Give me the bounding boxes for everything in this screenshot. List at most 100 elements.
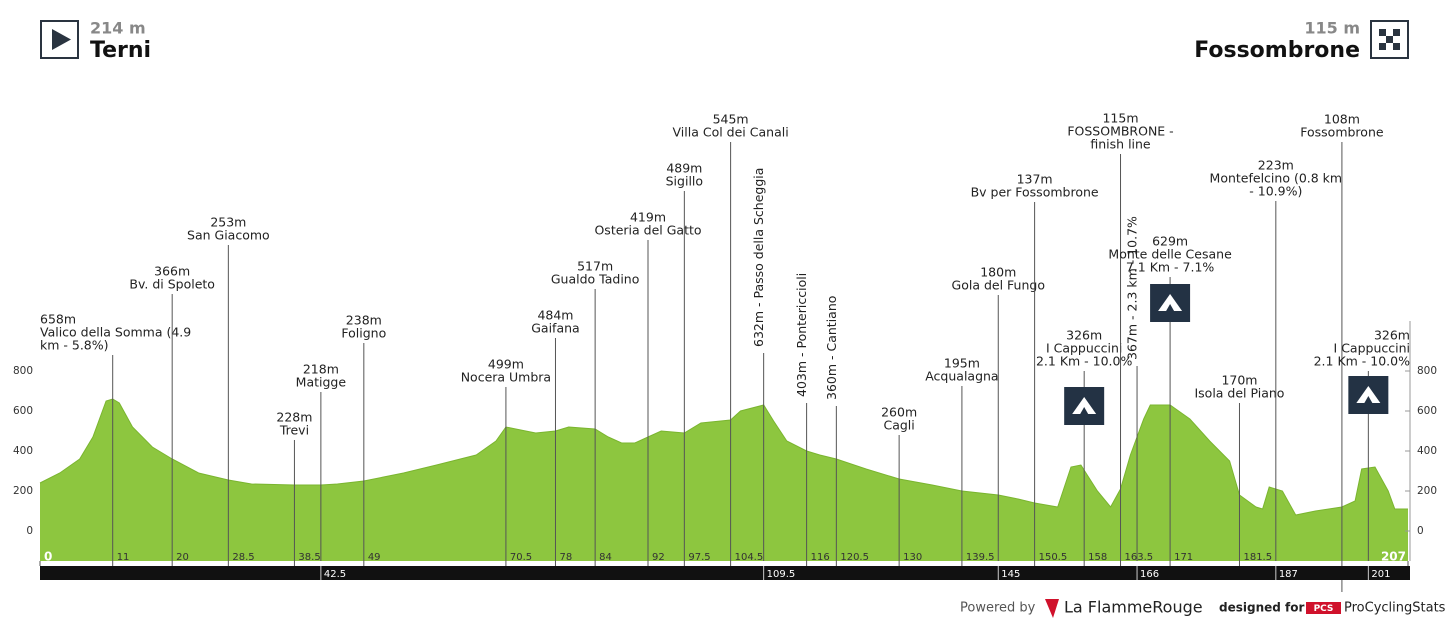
marker-label: 137m (1017, 172, 1053, 187)
climb-glyph (1158, 294, 1183, 311)
marker-label: I Cappuccini (1046, 341, 1122, 356)
marker-label: Villa Col dei Canali (673, 125, 789, 140)
checker-glyph (1379, 29, 1400, 50)
km-label: 158 (1088, 552, 1107, 563)
pcs-name: ProCyclingStats (1344, 601, 1446, 616)
start-elevation: 214 m (90, 19, 146, 38)
marker-label: Acqualagna (925, 369, 998, 384)
marker-label: 253m (210, 215, 246, 230)
marker-label: 367m - 2.3 km - 10.7% (1125, 216, 1140, 360)
km-label: 116 (811, 552, 830, 563)
climb-glyph (1356, 386, 1381, 403)
marker-label: 2.1 Km - 10.0% (1314, 354, 1411, 369)
marker-label: 632m - Passo della Scheggia (751, 168, 766, 347)
marker-label: Fossombrone (1300, 125, 1384, 140)
y-tick-label: 200 (13, 485, 33, 497)
marker-label: 360m - Cantiano (824, 296, 839, 400)
y-tick-label: 600 (13, 405, 33, 417)
km-label: 130 (903, 552, 922, 563)
marker-label: 228m (276, 410, 312, 425)
marker-label: Sigillo (666, 174, 703, 189)
designed-for: designed for (1219, 601, 1304, 615)
pcs-short: PCS (1314, 604, 1334, 614)
marker-label: 170m (1221, 373, 1257, 388)
strip-label: 187 (1279, 569, 1298, 580)
strip-label: 166 (1140, 569, 1159, 580)
marker-label: Cagli (883, 418, 914, 433)
marker-label: Nocera Umbra (461, 370, 551, 385)
y2-tick-label: 600 (1417, 405, 1437, 417)
y2-tick-label: 400 (1417, 445, 1437, 457)
finish-elevation: 115 m (1304, 19, 1360, 38)
marker-label: Montefelcino (0.8 km (1210, 171, 1343, 186)
km-label: 150.5 (1039, 552, 1068, 563)
finish-name: Fossombrone (1194, 38, 1360, 63)
km-label: 84 (599, 552, 612, 563)
marker-label: finish line (1090, 137, 1151, 152)
climb-glyph-inner (1166, 304, 1175, 311)
y2-tick-label: 0 (1417, 525, 1424, 537)
marker-label: Valico della Somma (4.9 (40, 325, 191, 340)
play-glyph (52, 29, 71, 50)
km-label: 120.5 (840, 552, 869, 563)
marker-label: 260m (881, 405, 917, 420)
marker-label: 403m - Pontericcioli (794, 273, 809, 397)
y-tick-label: 800 (13, 365, 33, 377)
marker-label: 115m (1102, 111, 1138, 126)
climb-glyph-inner (1080, 407, 1089, 414)
flamme-rouge: La FlammeRouge (1064, 598, 1203, 617)
marker-label: 629m (1152, 234, 1188, 249)
marker-label: 489m (666, 161, 702, 176)
start-icon (40, 20, 79, 59)
marker-label: Foligno (341, 326, 386, 341)
y2-tick-label: 800 (1417, 365, 1437, 377)
marker-label: Gola del Fungo (952, 278, 1045, 293)
marker-label: 223m (1258, 158, 1294, 173)
marker-label: 238m (346, 313, 382, 328)
marker-label: Monte delle Cesane (1108, 247, 1232, 262)
marker-label: Osteria del Gatto (594, 223, 701, 238)
km-label: 11 (117, 552, 130, 563)
marker-label: Gaifana (531, 321, 579, 336)
km-label: 20 (176, 552, 189, 563)
marker-label: 326m (1374, 328, 1410, 343)
y-tick-label: 400 (13, 445, 33, 457)
climb-glyph-inner (1364, 396, 1373, 403)
powered-by: Powered by (960, 601, 1036, 616)
marker-label: I Cappuccini (1334, 341, 1410, 356)
profile-outline (39, 398, 1408, 516)
km-label: 104.5 (735, 552, 764, 563)
km-label: 49 (368, 552, 381, 563)
marker-label: Matigge (296, 375, 347, 390)
start-name: Terni (90, 38, 151, 63)
start-header: 214 m Terni (40, 19, 151, 63)
marker-label: Bv. di Spoleto (129, 277, 215, 292)
y-tick-label: 0 (26, 525, 33, 537)
marker-label: 180m (980, 265, 1016, 280)
marker-label: km - 5.8%) (40, 338, 109, 353)
climb-glyph (1072, 397, 1097, 414)
marker-label: - 10.9%) (1249, 184, 1302, 199)
km-label: 78 (559, 552, 572, 563)
km-label: 163.5 (1125, 552, 1154, 563)
km-strip (40, 566, 1410, 580)
marker-label: 419m (630, 210, 666, 225)
marker-label: 658m (40, 312, 76, 327)
marker-label: Isola del Piano (1194, 386, 1284, 401)
km-label: 97.5 (688, 552, 710, 563)
y2-tick-label: 200 (1417, 485, 1437, 497)
flamme-logo (1045, 599, 1059, 618)
marker-label: San Giacomo (187, 228, 270, 243)
km-label: 70.5 (510, 552, 532, 563)
marker-label: Bv per Fossombrone (971, 185, 1099, 200)
marker-label: 517m (577, 259, 613, 274)
pcs-badge (1306, 602, 1341, 614)
marker-label: 499m (488, 357, 524, 372)
marker-label: 7.1 Km - 7.1% (1126, 260, 1215, 275)
marker-label: Trevi (279, 423, 309, 438)
marker-label: FOSSOMBRONE - (1067, 124, 1173, 139)
marker-label: 218m (303, 362, 339, 377)
